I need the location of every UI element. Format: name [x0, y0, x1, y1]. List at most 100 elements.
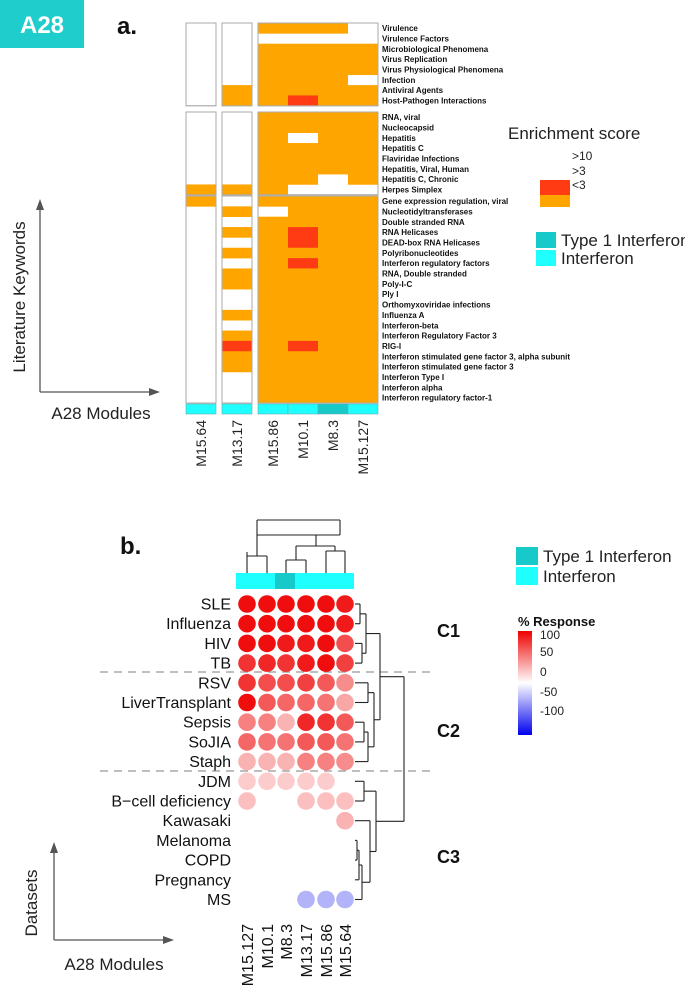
- heatmap-cell-interferon-regulatory-factor-3-m13-17: [222, 330, 252, 342]
- heatmap-cell-gene-expression-regulation-viral-m8-3: [318, 196, 348, 207]
- module-label-b-m15-86: M15.86: [319, 924, 336, 977]
- heatmap-cell-interferon-beta-m15-127: [348, 320, 378, 331]
- dot-staph-m15-64: [336, 752, 354, 771]
- dot-sepsis-m10-1: [258, 713, 276, 731]
- response-tick-50: 50: [540, 645, 554, 659]
- heatmap-cell-flaviridae-infections-m8-3: [318, 153, 348, 165]
- response-tick-100: 100: [540, 628, 560, 642]
- keyword-label-interferon-stimulated-gene-factor-3: Interferon stimulated gene factor 3: [382, 363, 514, 372]
- heatmap-cell-interferon-stimulated-gene-factor-3-alpha-subunit-m10-1: [288, 351, 318, 362]
- heatmap-cell-hepatitis-c-chronic-m10-1: [288, 174, 318, 185]
- dot-sepsis-m8-3: [277, 713, 295, 731]
- module-bar-m10-1: [287, 403, 319, 415]
- heatmap-cell-gene-expression-regulation-viral-m15-127: [348, 196, 378, 207]
- keyword-label-hepatitis-c-chronic: Hepatitis C, Chronic: [382, 175, 459, 184]
- heatmap-cell-rna-helicases-m15-127: [348, 227, 378, 238]
- dot-hiv-m10-1: [258, 634, 276, 653]
- cluster-label-c2: C2: [437, 721, 460, 741]
- heatmap-cell-influenza-a-m13-17: [222, 309, 252, 321]
- dataset-label-sepsis: Sepsis: [183, 715, 231, 732]
- heatmap-cell-virus-replication-m15-86: [258, 54, 288, 65]
- module-label-b-m8-3: M8.3: [279, 924, 296, 960]
- heatmap-cell-orthomyxoviridae-infections-m8-3: [318, 299, 348, 311]
- dot-rsv-m13-17: [297, 674, 315, 692]
- heatmap-cell-hepatitis-c-m8-3: [318, 143, 348, 154]
- heatmap-cell-hepatitis-c-m10-1: [288, 143, 318, 154]
- dot-staph-m15-127: [238, 752, 256, 771]
- keyword-label-microbiological-phenomena: Microbiological Phenomena: [382, 45, 489, 54]
- heatmap-cell-rna-viral-m8-3: [318, 112, 348, 123]
- heatmap-cell-rna-double-stranded-m10-1: [288, 268, 318, 280]
- panel-a-axis-arrows: [36, 199, 160, 396]
- heatmap-cell-interferon-type-i-m15-86: [258, 371, 288, 383]
- heatmap-cell-rna-double-stranded-m13-17: [222, 268, 252, 280]
- heatmap-cell-virus-physiological-phenomena-m15-86: [258, 64, 288, 76]
- panel-b-label: b.: [120, 533, 141, 560]
- module-bar-m15-127: [347, 403, 379, 415]
- dot-hiv-m13-17: [297, 634, 315, 653]
- dot-staph-m8-3: [277, 752, 295, 771]
- heatmap-cell-dead-box-rna-helicases-m15-127: [348, 237, 378, 249]
- heatmap-cell-rig-i-m10-1: [288, 340, 318, 352]
- dot-hiv-m15-127: [238, 634, 256, 653]
- heatmap-cell-double-stranded-rna-m8-3: [318, 216, 348, 228]
- badge-label: A28: [20, 12, 64, 39]
- response-legend-title: % Response: [518, 614, 595, 629]
- heatmap-cell-interferon-alpha-m15-127: [348, 382, 378, 393]
- dot-sle-m13-17: [297, 595, 315, 613]
- heatmap-cell-rna-helicases-m15-86: [258, 227, 288, 238]
- heatmap-cell-polyribonucleotides-m15-86: [258, 247, 288, 259]
- keyword-label-flaviridae-infections: Flaviridae Infections: [382, 154, 460, 163]
- module-bar-b-m15-64: [334, 573, 354, 589]
- enrichment-swatch-mid: [540, 195, 570, 207]
- heatmap-cell-interferon-stimulated-gene-factor-3-m15-86: [258, 361, 288, 373]
- ifn-label-a: Interferon: [561, 249, 634, 268]
- dot-livertransplant-m15-127: [238, 693, 256, 712]
- heatmap-cell-double-stranded-rna-m10-1: [288, 216, 318, 228]
- heatmap-cell-host-pathogen-interactions-m15-86: [258, 95, 288, 107]
- dot-influenza-m15-86: [317, 614, 335, 633]
- heatmap-cell-rna-double-stranded-m15-86: [258, 268, 288, 280]
- heatmap-cell-nucleotidyltransferases-m13-17: [222, 206, 252, 217]
- keyword-label-herpes-simplex: Herpes Simplex: [382, 186, 443, 195]
- heatmap-cell-flaviridae-infections-m10-1: [288, 153, 318, 165]
- heatmap-cell-poly-i-c-m15-127: [348, 278, 378, 290]
- heatmap-cell-interferon-regulatory-factors-m10-1: [288, 258, 318, 269]
- dataset-label-staph: Staph: [189, 754, 231, 771]
- heatmap-block-outline: [185, 22, 217, 107]
- dot-sle-m15-127: [238, 595, 256, 613]
- dot-rsv-m15-64: [336, 674, 354, 692]
- keyword-label-interferon-regulatory-factor-1: Interferon regulatory factor-1: [382, 394, 493, 403]
- heatmap-cell-nucleotidyltransferases-m15-127: [348, 206, 378, 217]
- heatmap-cell-hepatitis-c-chronic-m15-127: [348, 174, 378, 185]
- heatmap-cell-virulence-m8-3: [318, 23, 348, 34]
- dot-livertransplant-m13-17: [297, 693, 315, 712]
- dot-livertransplant-m15-64: [336, 693, 354, 712]
- heatmap-cell-flaviridae-infections-m15-86: [258, 153, 288, 165]
- enrichment-level-lt3: <3: [572, 178, 586, 192]
- heatmap-cell-flaviridae-infections-m15-127: [348, 153, 378, 165]
- heatmap-block-outline: [257, 195, 379, 404]
- heatmap-cell-interferon-regulatory-factors-m15-127: [348, 258, 378, 269]
- keyword-label-polyribonucleotides: Polyribonucleotides: [382, 249, 459, 258]
- dot-ms-m15-64: [336, 890, 354, 909]
- panel-a-x-title: A28 Modules: [51, 404, 150, 423]
- heatmap-cell-rig-i-m15-86: [258, 340, 288, 352]
- heatmap-cell-interferon-regulatory-factor-1-m15-86: [258, 392, 288, 404]
- dot-influenza-m13-17: [297, 614, 315, 633]
- type1-ifn-swatch-b: [516, 547, 538, 565]
- dot-ms-m13-17: [297, 890, 315, 909]
- dot-sojia-m15-64: [336, 733, 354, 751]
- response-tick-neg100: -100: [540, 704, 564, 718]
- dot-b-cell-deficiency-m15-127: [238, 792, 256, 810]
- dot-ms-m15-86: [317, 890, 335, 909]
- module-label-b-m15-127: M15.127: [240, 924, 257, 986]
- panel-b-dot-heatmap: SLE Influenza HIV TB RSV LiverTransplant Sepsi…: [100, 519, 430, 986]
- module-bar-m15-64: [185, 403, 217, 415]
- heatmap-cell-hepatitis-viral-human-m8-3: [318, 163, 348, 175]
- dot-influenza-m8-3: [277, 614, 295, 633]
- dot-livertransplant-m10-1: [258, 693, 276, 712]
- module-bar-b-m10-1: [256, 573, 276, 589]
- heatmap-cell-double-stranded-rna-m15-127: [348, 216, 378, 228]
